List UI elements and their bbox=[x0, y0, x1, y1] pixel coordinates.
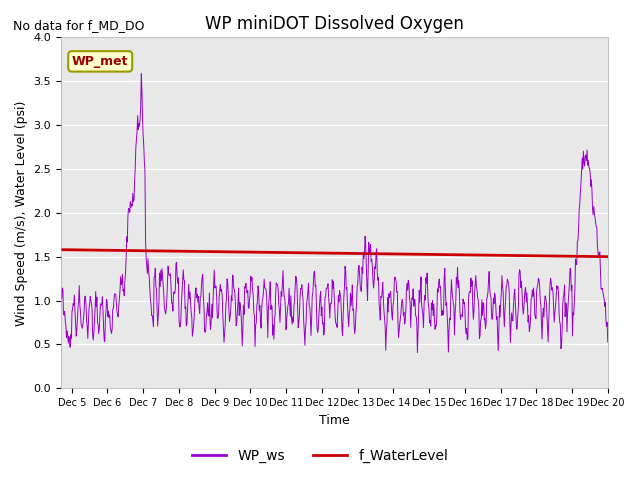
WP_ws bbox=[470, 308, 478, 314]
WP_ws bbox=[413, 349, 421, 355]
f_WaterLevel bbox=[57, 247, 65, 252]
WP_ws bbox=[291, 284, 299, 290]
f_WaterLevel bbox=[291, 250, 298, 255]
f_WaterLevel bbox=[447, 252, 454, 258]
Y-axis label: Wind Speed (m/s), Water Level (psi): Wind Speed (m/s), Water Level (psi) bbox=[15, 100, 28, 325]
X-axis label: Time: Time bbox=[319, 414, 350, 427]
Line: WP_ws: WP_ws bbox=[61, 74, 608, 352]
WP_ws bbox=[604, 339, 612, 345]
Legend: WP_ws, f_WaterLevel: WP_ws, f_WaterLevel bbox=[186, 443, 454, 468]
Title: WP miniDOT Dissolved Oxygen: WP miniDOT Dissolved Oxygen bbox=[205, 15, 464, 33]
f_WaterLevel bbox=[469, 252, 477, 258]
Text: WP_met: WP_met bbox=[72, 55, 129, 68]
f_WaterLevel bbox=[200, 249, 207, 254]
f_WaterLevel bbox=[529, 253, 537, 259]
Line: f_WaterLevel: f_WaterLevel bbox=[61, 250, 608, 257]
WP_ws bbox=[200, 303, 208, 309]
WP_ws bbox=[531, 293, 538, 299]
WP_ws bbox=[116, 274, 124, 279]
WP_ws bbox=[138, 71, 145, 77]
WP_ws bbox=[57, 287, 65, 293]
f_WaterLevel bbox=[116, 248, 124, 253]
Text: No data for f_MD_DO: No data for f_MD_DO bbox=[13, 19, 144, 32]
f_WaterLevel bbox=[604, 254, 612, 260]
WP_ws bbox=[447, 277, 455, 283]
